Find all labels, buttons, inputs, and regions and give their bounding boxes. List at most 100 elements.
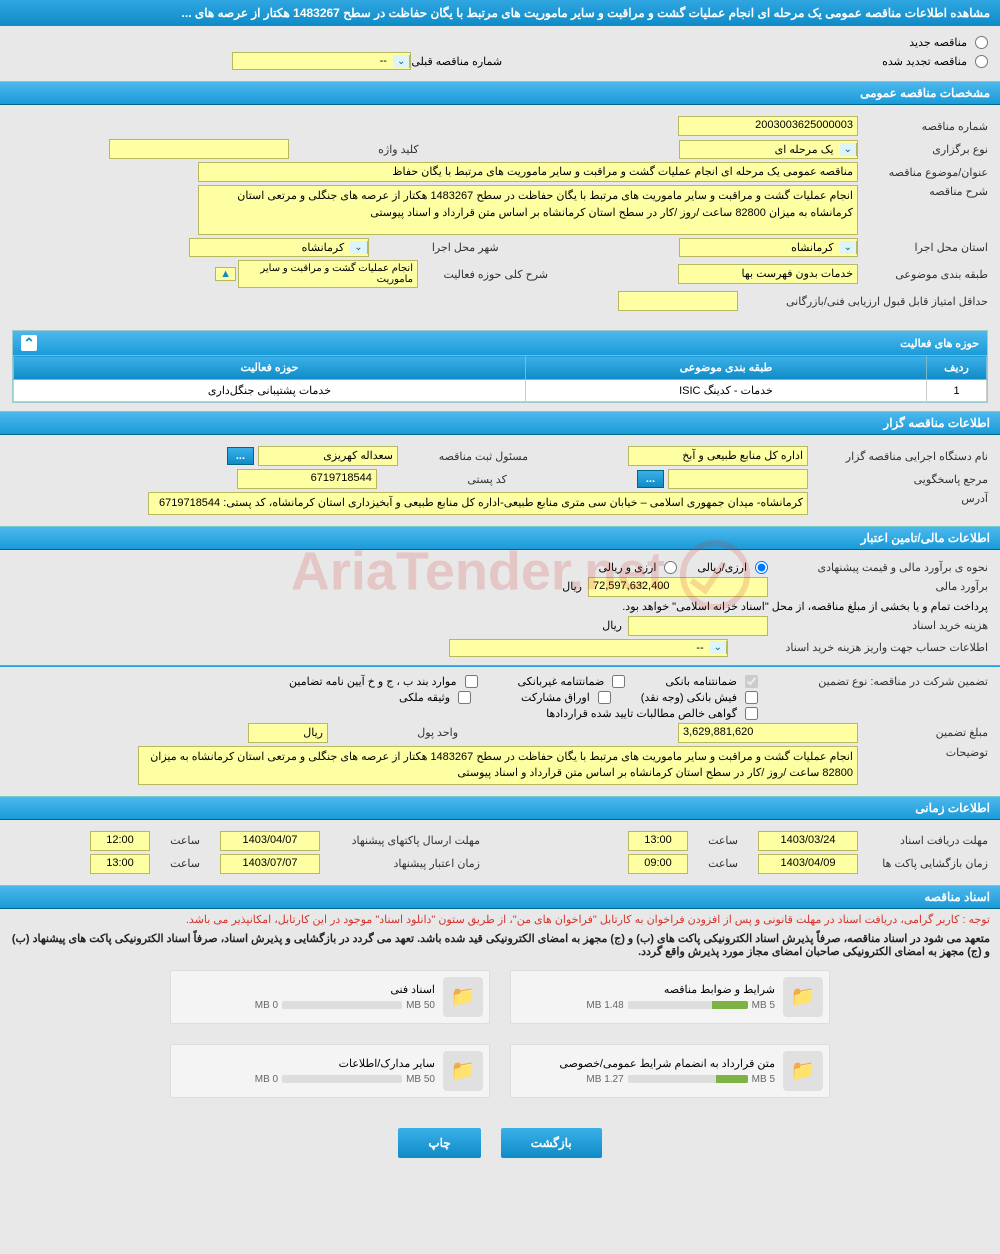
category-label: طبقه بندی موضوعی [858, 268, 988, 281]
respond-browse-button[interactable]: ... [637, 470, 664, 488]
title-field: مناقصه عمومی یک مرحله ای انجام عملیات گش… [198, 162, 858, 182]
activity-table: ردیف طبقه بندی موضوعی حوزه فعالیت 1خدمات… [13, 355, 987, 402]
unit-label: واحد پول [328, 726, 458, 739]
doc-title: شرایط و ضوابط مناقصه [517, 983, 775, 996]
folder-icon: 📁 [443, 977, 483, 1017]
prev-tender-label: شماره مناقصه قبلی [411, 55, 502, 68]
currency-label2: ریال [602, 619, 622, 632]
receive-date: 1403/03/24 [758, 831, 858, 851]
city-label: شهر محل اجرا [369, 241, 499, 254]
guarantee-type-label: تضمین شرکت در مناقصه: نوع تضمین [758, 675, 988, 688]
reg-browse-button[interactable]: ... [227, 447, 254, 465]
chk-fish[interactable] [745, 691, 758, 704]
postal-label: کد پستی [377, 473, 507, 486]
col-activity: حوزه فعالیت [14, 356, 526, 380]
type-label: نوع برگزاری [858, 143, 988, 156]
radio-rial[interactable] [755, 561, 768, 574]
page-title: مشاهده اطلاعات مناقصه عمومی یک مرحله ای … [0, 0, 1000, 26]
send-date: 1403/04/07 [220, 831, 320, 851]
folder-icon: 📁 [783, 977, 823, 1017]
chk-bonds[interactable] [598, 691, 611, 704]
title-label: عنوان/موضوع مناقصه [858, 166, 988, 179]
open-date: 1403/04/09 [758, 854, 858, 874]
postal-field: 6719718544 [237, 469, 377, 489]
chevron-down-icon: ⌄ [710, 641, 727, 654]
address-field: کرمانشاه- میدان جمهوری اسلامی – خیابان س… [148, 492, 808, 515]
section-timing: اطلاعات زمانی [0, 796, 1000, 820]
send-time: 12:00 [90, 831, 150, 851]
chk-items[interactable] [465, 675, 478, 688]
purchase-cost-field[interactable] [628, 616, 768, 636]
currency-label: ریال [562, 580, 582, 593]
collapse-icon[interactable]: ⌃ [21, 335, 37, 351]
desc-label: شرح مناقصه [858, 185, 988, 198]
chevron-down-icon: ⌄ [350, 241, 367, 254]
desc2-field: انجام عملیات گشت و مراقبت و سایر ماموریت… [138, 746, 858, 785]
payment-note: پرداخت تمام و یا بخشی از مبلغ مناقصه، از… [622, 600, 988, 613]
print-button[interactable]: چاپ [398, 1128, 480, 1158]
activity-desc-field: انجام عملیات گشت و مراقبت و سایر ماموریت [238, 260, 418, 288]
activity-desc-label: شرح کلی حوزه فعالیت [418, 268, 548, 281]
section-organizer: اطلاعات مناقصه گزار [0, 411, 1000, 435]
keyword-label: کلید واژه [289, 143, 419, 156]
section-general: مشخصات مناقصه عمومی [0, 81, 1000, 105]
chk-bank [745, 675, 758, 688]
radio-renewed-tender[interactable] [975, 55, 988, 68]
account-select[interactable]: ⌄-- [449, 639, 728, 657]
province-select[interactable]: ⌄کرمانشاه [679, 238, 858, 257]
tender-no-label: شماره مناقصه [858, 120, 988, 133]
valid-label: زمان اعتبار پیشنهاد [320, 857, 480, 870]
prev-tender-select[interactable]: ⌄-- [232, 52, 411, 70]
col-row: ردیف [927, 356, 987, 380]
doc-card[interactable]: 📁 متن قرارداد به انضمام شرایط عمومی/خصوص… [510, 1044, 830, 1098]
respond-label: مرجع پاسخگویی [808, 473, 988, 486]
chk-property[interactable] [458, 691, 471, 704]
min-score-label: حداقل امتیاز قابل قبول ارزیابی فنی/بازرگ… [738, 295, 988, 308]
doc-card[interactable]: 📁 شرایط و ضوابط مناقصه 5 MB1.48 MB [510, 970, 830, 1024]
guarantee-amt-label: مبلغ تضمین [858, 726, 988, 739]
chk-nonbank[interactable] [612, 675, 625, 688]
doc-title: متن قرارداد به انضمام شرایط عمومی/خصوصی [517, 1057, 775, 1070]
chevron-down-icon: ⌄ [393, 55, 410, 68]
radio-new-label: مناقصه جدید [909, 36, 967, 49]
time-label: ساعت [688, 834, 738, 847]
doc-card[interactable]: 📁 اسناد فنی 50 MB0 MB [170, 970, 490, 1024]
chk-confirmed[interactable] [745, 707, 758, 720]
org-label: نام دستگاه اجرایی مناقصه گزار [808, 450, 988, 463]
open-label: زمان بازگشایی پاکت ها [858, 857, 988, 870]
account-label: اطلاعات حساب جهت واریز هزینه خرید اسناد [728, 641, 988, 654]
estimate-field: 72,597,632,400 [588, 577, 768, 597]
time-label: ساعت [150, 857, 200, 870]
keyword-field[interactable] [109, 139, 289, 159]
category-field: خدمات بدون فهرست بها [678, 264, 858, 284]
receive-time: 13:00 [628, 831, 688, 851]
city-select[interactable]: ⌄کرمانشاه [189, 238, 368, 257]
open-time: 09:00 [628, 854, 688, 874]
folder-icon: 📁 [783, 1051, 823, 1091]
send-label: مهلت ارسال پاکتهای پیشنهاد [320, 834, 480, 847]
doc-card[interactable]: 📁 سایر مدارک/اطلاعات 50 MB0 MB [170, 1044, 490, 1098]
activity-table-header: حوزه های فعالیت ⌃ [13, 331, 987, 355]
valid-time: 13:00 [90, 854, 150, 874]
province-label: استان محل اجرا [858, 241, 988, 254]
section-financial: اطلاعات مالی/تامین اعتبار [0, 526, 1000, 550]
expand-activity-icon[interactable]: ▲ [215, 267, 236, 281]
respond-field[interactable] [668, 469, 808, 489]
time-label: ساعت [150, 834, 200, 847]
reg-label: مسئول ثبت مناقصه [398, 450, 528, 463]
col-category: طبقه بندی موضوعی [525, 356, 926, 380]
back-button[interactable]: بازگشت [501, 1128, 602, 1158]
radio-new-tender[interactable] [975, 36, 988, 49]
chevron-down-icon: ⌄ [840, 241, 857, 254]
min-score-field[interactable] [618, 291, 738, 311]
docs-notice-bold: متعهد می شود در اسناد مناقصه، صرفاً پذیر… [0, 930, 1000, 960]
folder-icon: 📁 [443, 1051, 483, 1091]
radio-arz[interactable] [664, 561, 677, 574]
docs-notice-red: توجه : کاربر گرامی، دریافت اسناد در مهلت… [0, 909, 1000, 930]
receive-label: مهلت دریافت اسناد [858, 834, 988, 847]
doc-title: اسناد فنی [177, 983, 435, 996]
org-field: اداره کل منابع طبیعی و آبخ [628, 446, 808, 466]
desc2-label: توضیحات [858, 746, 988, 759]
type-select[interactable]: ⌄یک مرحله ای [679, 140, 858, 159]
chevron-down-icon: ⌄ [840, 143, 857, 156]
